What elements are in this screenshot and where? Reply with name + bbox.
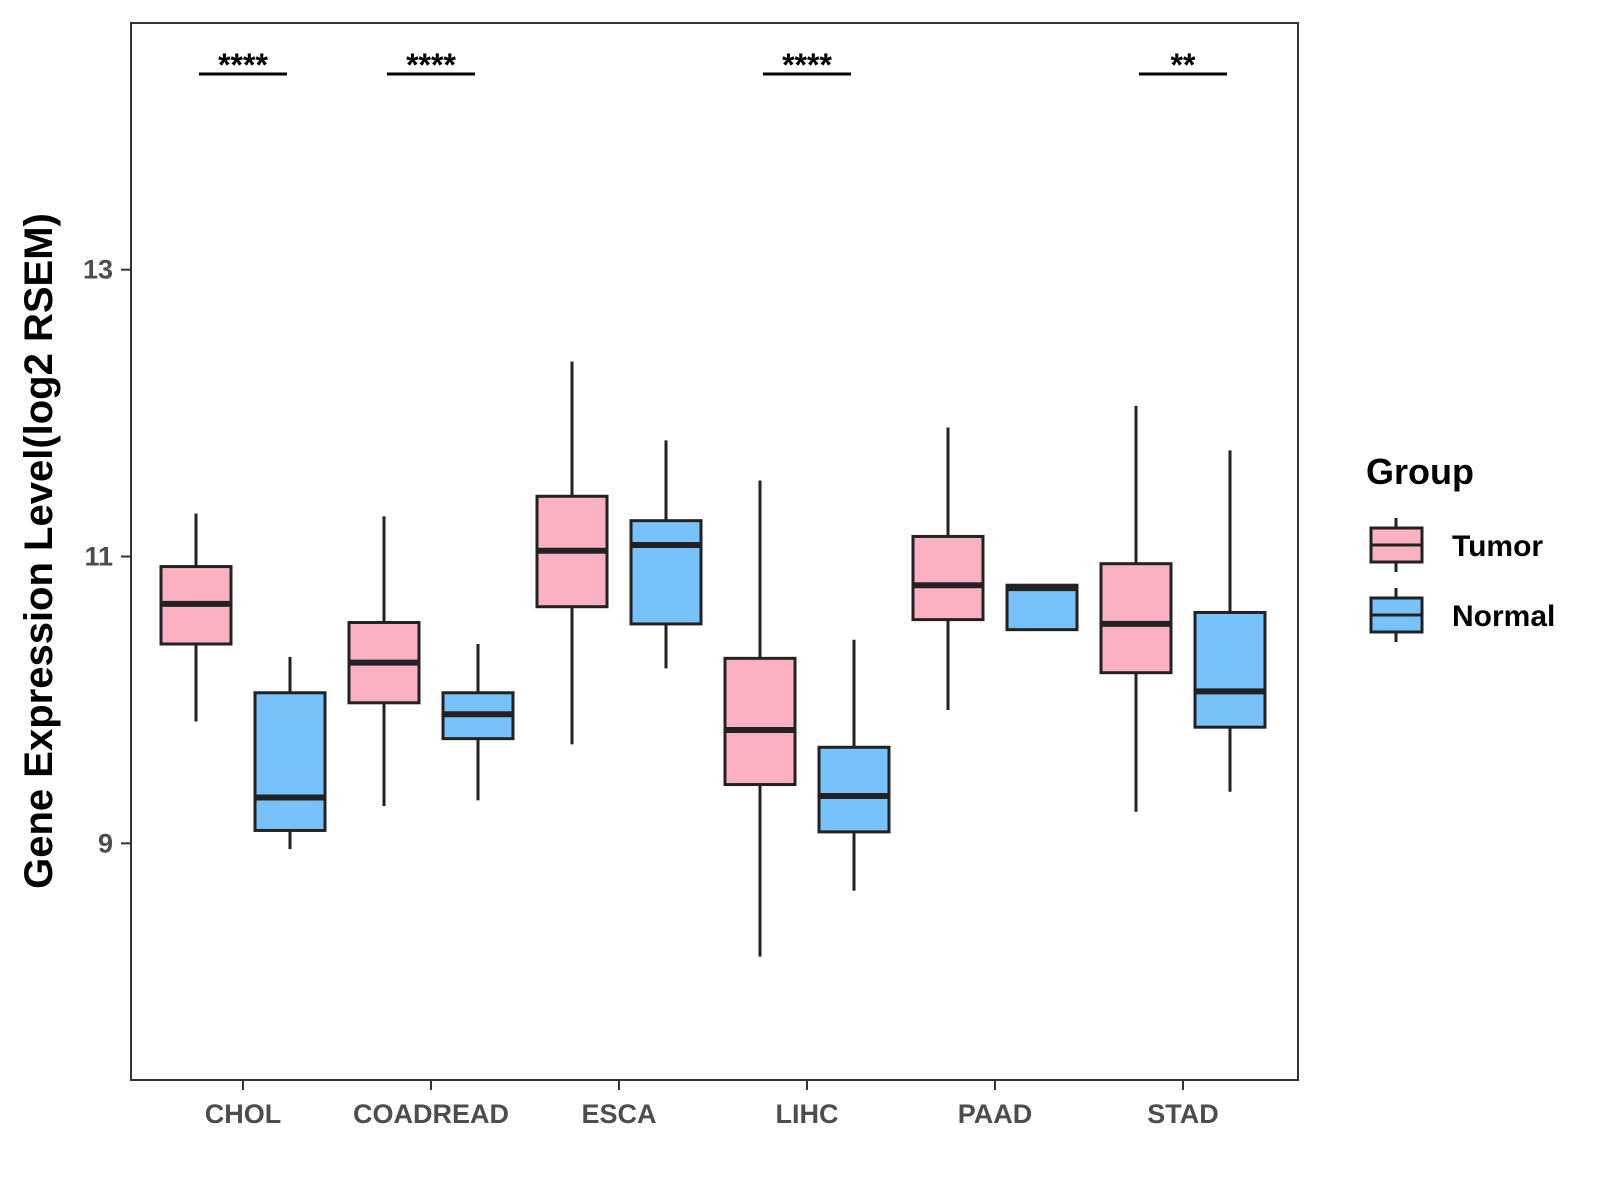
box-body — [1193, 610, 1267, 729]
plot-panel — [130, 22, 1299, 1081]
x-tick-label: COADREAD — [353, 1099, 509, 1129]
y-tick-label: 13 — [83, 255, 113, 285]
legend-item-normal: Normal — [1369, 588, 1555, 642]
box-body — [723, 656, 797, 787]
x-tick-label: ESCA — [581, 1099, 656, 1129]
box-body — [1099, 562, 1173, 675]
box-normal-esca — [629, 440, 703, 669]
significance-label: ** — [1171, 47, 1196, 83]
box-normal-lihc — [817, 639, 891, 891]
box-tumor-lihc — [723, 480, 797, 957]
box-tumor-esca — [535, 361, 609, 745]
y-tick-label: 9 — [98, 828, 113, 858]
box-body — [629, 519, 703, 626]
box-body — [253, 691, 327, 832]
box-tumor-chol — [159, 513, 233, 722]
box-body — [1005, 583, 1079, 632]
significance-label: **** — [782, 47, 832, 83]
box-body — [911, 534, 985, 622]
y-axis-label: Gene Expression Level(log2 RSEM) — [17, 213, 61, 889]
box-body — [817, 745, 891, 834]
box-tumor-coadread — [347, 516, 421, 807]
significance-layer: **** **** **** ** — [199, 47, 1227, 83]
y-axis: 9 11 13 — [83, 255, 131, 858]
legend: Group Tumor Normal — [1366, 451, 1555, 642]
x-tick-label: PAAD — [958, 1099, 1033, 1129]
x-tick-label: STAD — [1147, 1099, 1219, 1129]
box-layer — [159, 361, 1267, 957]
x-tick-label: LIHC — [776, 1099, 839, 1129]
y-tick-label: 11 — [84, 542, 113, 572]
legend-item-tumor: Tumor — [1369, 518, 1543, 572]
legend-label: Normal — [1452, 600, 1555, 633]
legend-label: Tumor — [1452, 530, 1543, 563]
x-tick-label: CHOL — [205, 1099, 282, 1129]
box-normal-paad — [1005, 583, 1079, 632]
x-axis: CHOL COADREAD ESCA LIHC PAAD STAD — [205, 1080, 1219, 1129]
box-normal-chol — [253, 656, 327, 850]
box-normal-stad — [1193, 450, 1267, 792]
significance-label: **** — [406, 47, 456, 83]
legend-title: Group — [1366, 451, 1474, 492]
box-tumor-paad — [911, 427, 985, 710]
significance-label: **** — [218, 47, 268, 83]
box-normal-coadread — [441, 644, 515, 801]
box-tumor-stad — [1099, 405, 1173, 812]
